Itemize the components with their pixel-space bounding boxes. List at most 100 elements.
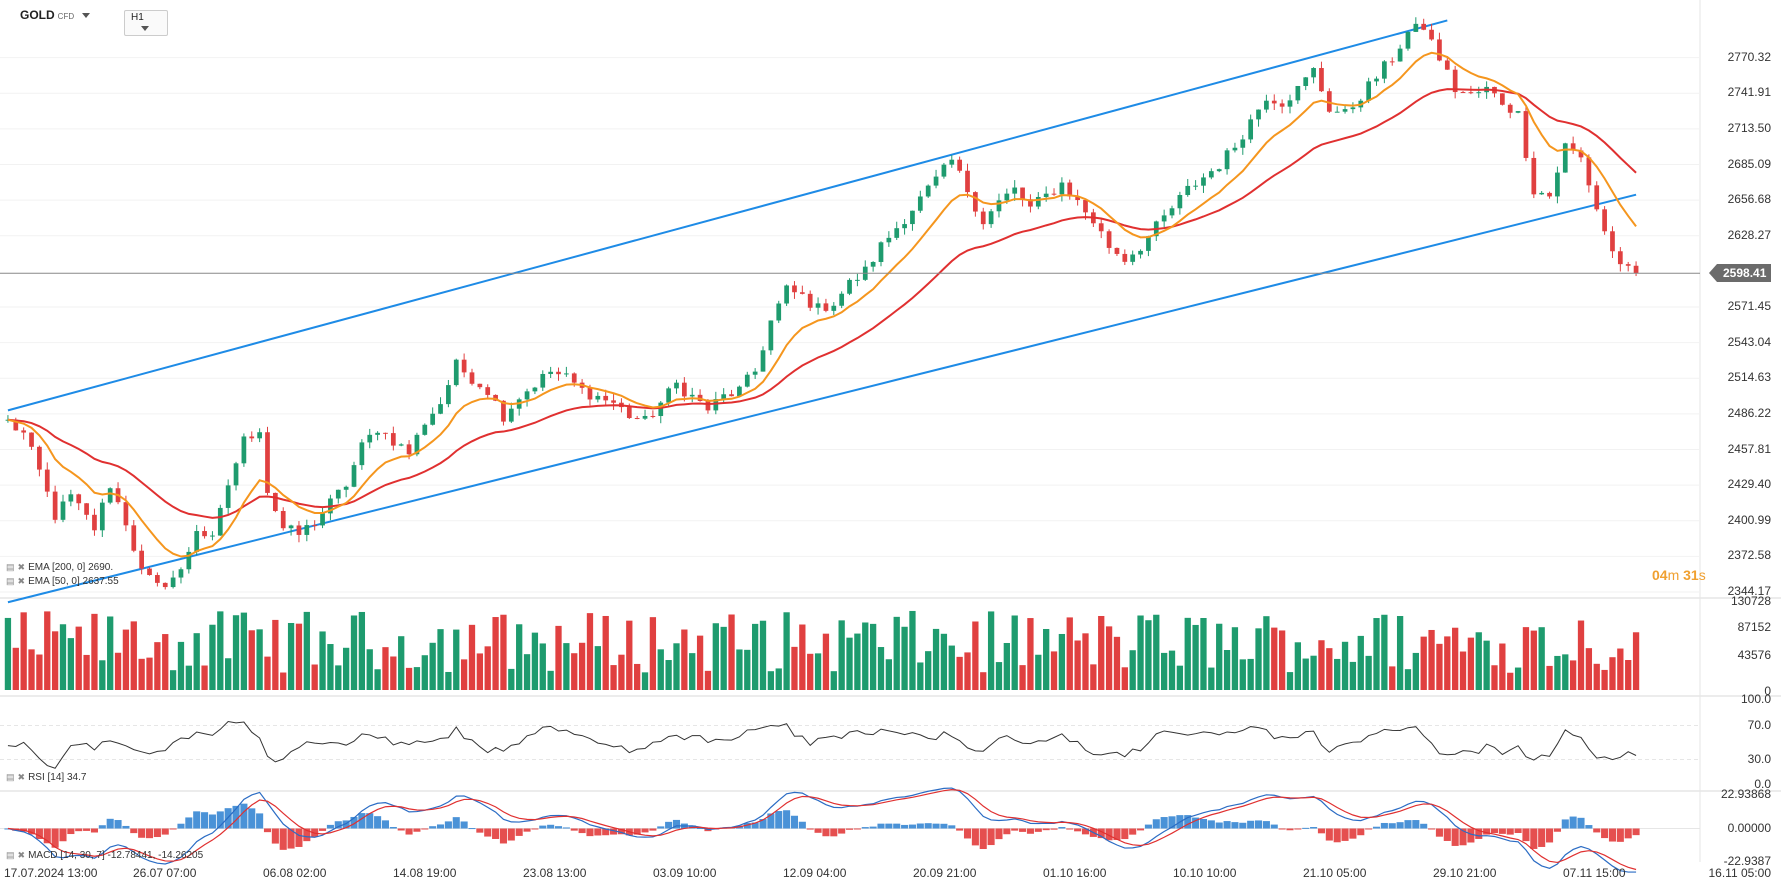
volume-bar <box>1271 627 1278 690</box>
rsi-legend[interactable]: ▤ ✖ RSI [14] 34.7 <box>6 772 86 783</box>
candle-body <box>1617 251 1623 265</box>
volume-bar <box>1538 627 1545 690</box>
volume-bar <box>956 656 963 690</box>
settings-icon[interactable]: ▤ <box>6 562 15 572</box>
volume-bar <box>728 614 735 690</box>
macd-histogram-bar <box>358 813 366 829</box>
candle-body <box>296 525 302 535</box>
macd-histogram-bar <box>460 821 468 829</box>
macd-histogram-bar <box>853 828 861 830</box>
volume-bar <box>1483 640 1490 690</box>
candle-body <box>29 432 34 447</box>
candle-body <box>933 176 939 186</box>
macd-histogram-bar <box>232 805 240 829</box>
volume-bar <box>649 617 657 690</box>
macd-histogram-bar <box>641 828 649 833</box>
candle-body <box>44 469 50 492</box>
candle-body <box>894 228 900 238</box>
volume-bar <box>893 616 900 690</box>
macd-histogram-bar <box>1396 822 1404 829</box>
candle-body <box>973 192 978 212</box>
volume-bar <box>217 611 224 690</box>
candle-body <box>1389 61 1395 63</box>
macd-histogram-bar <box>1506 828 1514 835</box>
macd-histogram-bar <box>326 824 334 829</box>
macd-histogram-bar <box>602 828 610 836</box>
timeframe-selector[interactable]: H1 <box>124 10 168 36</box>
price-axis-tick: 2685.09 <box>1727 156 1771 171</box>
volume-bar <box>445 671 452 690</box>
volume-bar <box>547 670 554 690</box>
volume-bar <box>1019 665 1026 690</box>
settings-icon[interactable]: ▤ <box>6 850 15 860</box>
candle-body <box>107 488 113 503</box>
candle-body <box>1185 185 1191 196</box>
close-icon[interactable]: ✖ <box>17 562 26 572</box>
volume-bar <box>1601 669 1608 690</box>
macd-histogram-bar <box>35 828 43 840</box>
candle-body <box>37 446 42 470</box>
macd-histogram-bar <box>1577 817 1585 829</box>
candle-body <box>1240 139 1246 148</box>
candle-body <box>957 159 963 171</box>
price-axis-tick: 2741.91 <box>1727 85 1771 100</box>
candle-body <box>217 507 223 536</box>
volume-bar <box>1129 650 1136 690</box>
volume-bar <box>36 654 43 690</box>
ema200-legend[interactable]: ▤ ✖ EMA [200, 0] 2690. <box>6 562 113 573</box>
close-icon[interactable]: ✖ <box>17 772 26 782</box>
candle-body <box>1248 119 1254 140</box>
settings-icon[interactable]: ▤ <box>6 772 15 782</box>
symbol-selector[interactable]: GOLD CFD <box>20 8 91 22</box>
macd-histogram-bar <box>1349 828 1357 839</box>
close-icon[interactable]: ✖ <box>17 576 26 586</box>
macd-histogram-bar <box>389 826 397 829</box>
macd-histogram-bar <box>1019 828 1027 832</box>
candle-body <box>1523 111 1529 158</box>
macd-histogram-bar <box>987 828 995 846</box>
candle-body <box>304 525 310 535</box>
candle-body <box>1208 171 1214 178</box>
macd-histogram-bar <box>476 828 484 833</box>
volume-bar <box>146 657 153 690</box>
macd-histogram-bar <box>657 826 665 829</box>
candle-body <box>807 293 813 308</box>
candle-body <box>501 400 506 422</box>
time-axis-tick: 16.11 05:00 <box>1708 866 1771 880</box>
settings-icon[interactable]: ▤ <box>6 576 15 586</box>
candle-body <box>1146 236 1151 251</box>
candle-body <box>13 419 19 431</box>
macd-histogram-bar <box>610 828 618 835</box>
volume-bar <box>1396 616 1404 690</box>
macd-histogram-bar <box>1026 828 1034 834</box>
volume-bar <box>232 615 240 690</box>
candle-body <box>902 224 907 229</box>
macd-histogram-bar <box>1467 828 1475 843</box>
rsi-axis-tick: 30.0 <box>1747 751 1771 766</box>
volume-bar <box>1389 666 1396 690</box>
volume-bar <box>1625 660 1632 690</box>
macd-legend[interactable]: ▤ ✖ MACD [14, 30, 7] -12.78441, -14.26205 <box>6 850 203 861</box>
macd-histogram-bar <box>106 818 114 829</box>
ema50-legend[interactable]: ▤ ✖ EMA [50, 0] 2637.55 <box>6 576 119 587</box>
candle-body <box>1476 92 1482 94</box>
volume-bar <box>1247 658 1254 690</box>
volume-bar <box>264 656 271 690</box>
volume-bar <box>555 625 562 690</box>
macd-histogram-bar <box>1066 828 1074 830</box>
macd-histogram-bar <box>531 828 539 830</box>
volume-bar <box>641 672 649 690</box>
macd-histogram-bar <box>594 828 602 836</box>
candle-body <box>705 400 711 411</box>
macd-histogram-bar <box>1310 827 1318 829</box>
close-icon[interactable]: ✖ <box>17 850 26 860</box>
candle-body <box>917 196 923 211</box>
volume-bar <box>1357 635 1364 690</box>
candle-body <box>1437 39 1442 61</box>
volume-bar <box>1420 636 1427 690</box>
volume-bar <box>1404 669 1412 690</box>
candle-body <box>414 434 420 455</box>
ema200-line <box>7 88 1637 519</box>
macd-histogram-bar <box>869 826 877 829</box>
